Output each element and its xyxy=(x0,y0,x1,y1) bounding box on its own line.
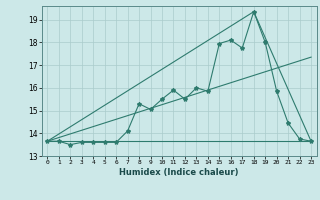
X-axis label: Humidex (Indice chaleur): Humidex (Indice chaleur) xyxy=(119,168,239,177)
